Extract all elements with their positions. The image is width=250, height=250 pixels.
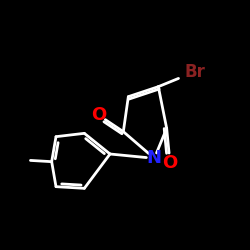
Text: N: N [147, 149, 162, 167]
Text: O: O [91, 106, 106, 124]
Text: O: O [162, 154, 178, 172]
Text: Br: Br [184, 63, 206, 81]
